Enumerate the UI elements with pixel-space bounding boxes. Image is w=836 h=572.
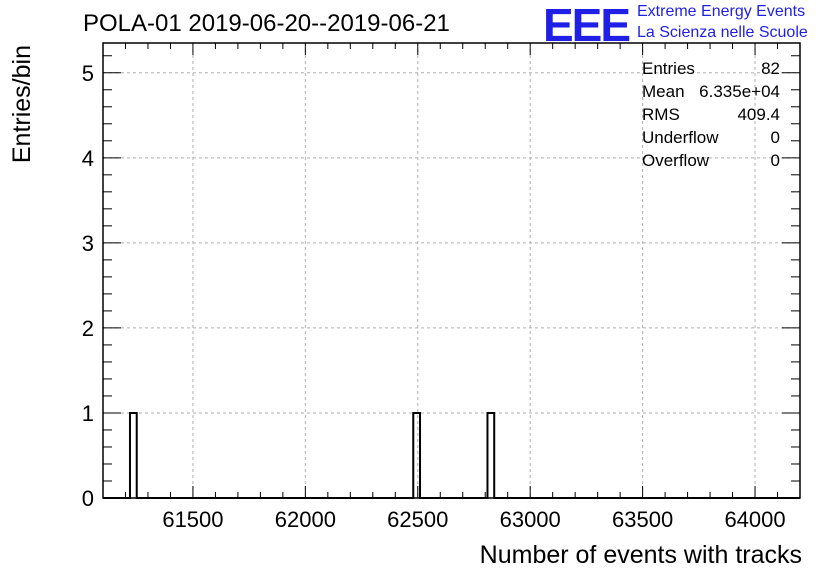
histogram-bin (726, 413, 733, 498)
histogram-bin (611, 73, 618, 498)
histogram-bin (672, 328, 679, 498)
histogram-bin (487, 413, 494, 498)
tick-labels: 61500 62000 62500 63000 63500 64000 0 1 2 3 4 5 (82, 61, 786, 532)
histogram-bin (658, 413, 665, 498)
histogram-bin (753, 413, 760, 498)
x-tick-label: 64000 (724, 507, 785, 532)
histogram-bars (103, 73, 800, 499)
x-tick-label: 63000 (500, 507, 561, 532)
grid-lines (103, 43, 800, 498)
histogram-bin (685, 243, 692, 498)
histogram-bin (692, 413, 699, 498)
x-tick-label: 62500 (387, 507, 448, 532)
logo-line-2: La Scienza nelle Scuole (637, 24, 808, 41)
histogram-bin (413, 413, 420, 498)
stat-label: RMS (642, 105, 680, 124)
stat-overflow: Overflow 0 (642, 151, 780, 173)
histogram-bin (645, 243, 652, 498)
histogram-bin (652, 243, 659, 498)
histogram-bin (130, 413, 137, 498)
histogram-bin (598, 328, 605, 498)
axis-ticks (103, 43, 801, 499)
histogram-outline (103, 411, 800, 499)
x-tick-label: 61500 (162, 507, 223, 532)
histogram-bin (739, 328, 746, 498)
stat-label: Underflow (642, 128, 719, 147)
histogram-bin (625, 328, 632, 498)
histogram-bin (537, 328, 544, 498)
stat-mean: Mean 6.335e+04 (642, 82, 780, 104)
histogram-bin (571, 328, 578, 498)
histogram-bin (449, 413, 456, 498)
y-tick-label: 4 (82, 146, 94, 171)
histogram-bin (712, 413, 719, 498)
y-tick-label: 3 (82, 231, 94, 256)
histogram-bin (512, 243, 519, 498)
y-tick-label: 1 (82, 401, 94, 426)
histogram-bin (706, 243, 713, 498)
stat-value: 0 (770, 128, 780, 147)
stat-value: 409.4 (737, 105, 780, 124)
stat-entries: Entries 82 (642, 59, 780, 81)
stat-underflow: Underflow 0 (642, 128, 780, 150)
y-axis-label: Entries/bin (8, 45, 36, 163)
stat-label: Entries (642, 59, 695, 78)
eee-logo: EEE (543, 0, 631, 51)
histogram-bin (577, 328, 584, 498)
plot-title: POLA-01 2019-06-20--2019-06-21 (83, 10, 450, 37)
plot-frame (102, 42, 801, 499)
x-tick-label: 62000 (275, 507, 336, 532)
stat-value: 82 (761, 59, 780, 78)
histogram-bin (557, 158, 564, 498)
histogram-bin (665, 158, 672, 498)
histogram-bin (505, 243, 512, 498)
stat-label: Overflow (642, 151, 710, 170)
y-tick-label: 2 (82, 316, 94, 341)
histogram-bin (443, 413, 450, 498)
stat-label: Mean (642, 82, 685, 101)
histogram-bin (523, 328, 530, 498)
y-tick-label: 0 (82, 486, 94, 511)
logo-line-1: Extreme Energy Events (637, 3, 806, 20)
histogram-bin (584, 328, 591, 498)
histogram-bin (564, 328, 571, 498)
histogram-bin (591, 328, 598, 498)
x-tick-label: 63500 (612, 507, 673, 532)
histogram-bin (604, 328, 611, 498)
histogram-bin (456, 413, 463, 498)
histogram-bin (530, 243, 537, 498)
stat-value: 0 (770, 151, 780, 170)
y-tick-label: 5 (82, 61, 94, 86)
histogram-bin (679, 413, 686, 498)
histogram-bin (631, 328, 638, 498)
histogram-bin (544, 413, 551, 498)
histogram-bin (699, 243, 706, 498)
histogram-bin (550, 413, 557, 498)
histogram-bin (638, 158, 645, 498)
stat-rms: RMS 409.4 (642, 105, 780, 127)
stat-value: 6.335e+04 (699, 82, 780, 101)
histogram-bin (618, 158, 625, 498)
x-axis-label: Number of events with tracks (480, 541, 802, 569)
